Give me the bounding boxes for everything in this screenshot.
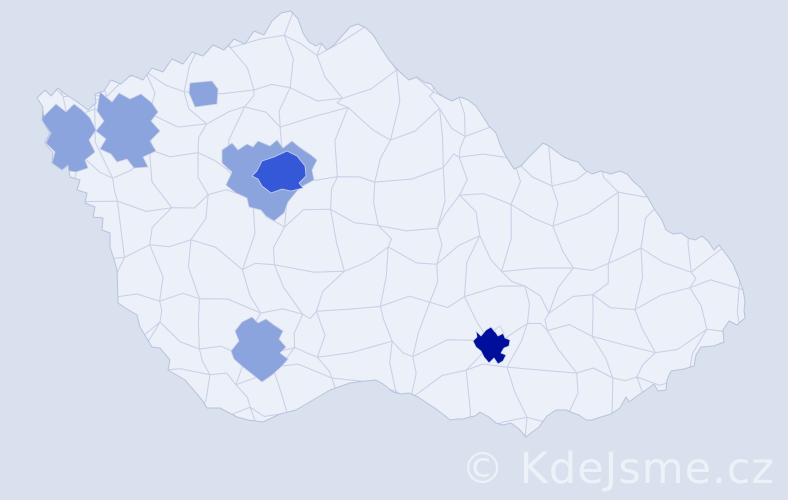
district-cell <box>53 385 127 437</box>
district-cell <box>331 377 397 437</box>
district-cell <box>593 11 645 52</box>
district-cell <box>457 95 532 137</box>
district-cell <box>46 418 132 437</box>
district-cell <box>281 412 346 437</box>
district-cell <box>384 390 416 437</box>
highlighted-district-west-b <box>95 91 161 169</box>
district-cell <box>202 11 231 49</box>
district-cell <box>411 426 471 437</box>
district-cell <box>549 418 607 437</box>
district-cell <box>593 41 644 80</box>
district-cell <box>120 420 160 437</box>
district-cell <box>677 87 737 127</box>
district-cell <box>37 11 64 53</box>
district-cell <box>689 169 729 220</box>
district-cell <box>677 110 734 176</box>
highlighted-district-north-small <box>188 80 219 108</box>
district-cell <box>101 321 161 387</box>
district-cell <box>589 441 658 483</box>
district-cell <box>680 11 738 49</box>
district-cell <box>637 11 704 52</box>
district-cell <box>451 11 516 38</box>
district-cell <box>680 19 733 96</box>
district-cell <box>546 72 620 119</box>
district-cell <box>599 114 645 168</box>
district-cell <box>731 425 745 437</box>
district-cell <box>37 321 80 403</box>
district-cell <box>721 11 745 50</box>
district-cell <box>721 46 745 89</box>
district-cell <box>740 330 745 381</box>
district-cell <box>429 11 477 47</box>
district-cell <box>37 283 86 334</box>
district-cell <box>687 374 745 437</box>
district-cell <box>138 11 208 39</box>
district-cell <box>543 11 609 43</box>
district-cell <box>186 406 263 437</box>
district-cell <box>87 11 169 46</box>
district-cell <box>429 36 477 100</box>
district-cell <box>699 440 735 482</box>
district-cell <box>632 110 695 171</box>
cutout-brno-notch <box>493 325 505 337</box>
district-cell <box>73 321 125 393</box>
district-cell <box>722 119 745 176</box>
district-cell <box>316 427 386 437</box>
district-cell <box>638 78 708 131</box>
district-cell <box>457 31 528 99</box>
district-cell <box>37 408 54 437</box>
district-cell <box>636 19 708 96</box>
district-cell <box>543 36 606 87</box>
district-cell <box>727 214 745 269</box>
district-cell <box>73 287 114 354</box>
district-cell <box>460 416 528 437</box>
district-cell <box>53 44 108 98</box>
district-cell <box>725 77 745 127</box>
country-border <box>36 10 746 438</box>
district-cell <box>737 236 745 299</box>
highlighted-district-prague <box>251 150 307 194</box>
district-cell <box>141 368 211 435</box>
highlighted-district-west-a <box>41 103 97 173</box>
district-cell <box>37 256 81 289</box>
district-cell <box>123 371 160 437</box>
district-cell <box>368 11 436 47</box>
highlighted-district-south-bohemia <box>230 316 289 383</box>
district-cell <box>37 392 80 423</box>
district-cell <box>249 406 288 437</box>
district-cell <box>52 200 125 262</box>
district-cell <box>642 434 706 437</box>
district-cell <box>636 376 706 437</box>
district-cell <box>522 83 555 112</box>
district-cell <box>720 161 745 223</box>
district-cell <box>56 256 125 301</box>
district-cell <box>498 29 555 99</box>
district-cell <box>368 426 423 437</box>
district-cell <box>145 420 207 437</box>
district-cell <box>734 370 745 437</box>
district-cell <box>498 11 569 38</box>
district-cell <box>54 11 96 54</box>
district-cell <box>604 72 645 131</box>
district-cell <box>736 288 745 336</box>
district-cell <box>37 204 58 263</box>
